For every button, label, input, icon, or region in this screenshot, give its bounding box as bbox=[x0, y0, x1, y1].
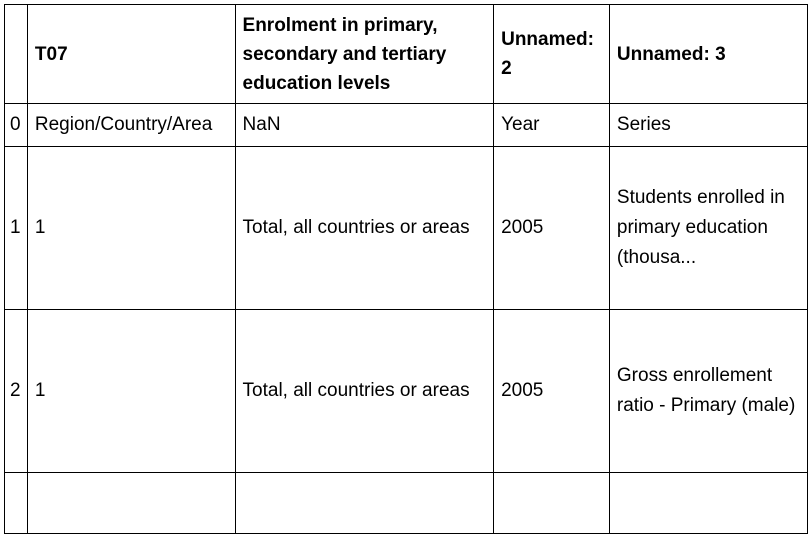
table-cell: 1 bbox=[26, 146, 236, 310]
table-cell: Total, all countries or areas bbox=[234, 146, 495, 310]
row-index: 0 bbox=[4, 103, 28, 147]
table-cell: NaN bbox=[234, 103, 495, 147]
dataframe-table: T07 Enrolment in primary, secondary and … bbox=[4, 4, 808, 534]
table-row: 2 1 Total, all countries or areas 2005 G… bbox=[4, 309, 808, 473]
table-cell: 2005 bbox=[493, 309, 610, 473]
column-header-t07: T07 bbox=[26, 4, 236, 104]
table-header: T07 Enrolment in primary, secondary and … bbox=[4, 4, 808, 104]
table-row: 0 Region/Country/Area NaN Year Series bbox=[4, 103, 808, 147]
table-cell bbox=[234, 472, 495, 534]
page: { "table": { "columns": [ "", "T07", "En… bbox=[4, 4, 808, 534]
table-cell bbox=[608, 472, 808, 534]
table-cell: Total, all countries or areas bbox=[234, 309, 495, 473]
table-cell: Year bbox=[493, 103, 610, 147]
column-header-enrolment: Enrolment in primary, secondary and tert… bbox=[234, 4, 495, 104]
table-cell: 1 bbox=[26, 309, 236, 473]
table-cell bbox=[493, 472, 610, 534]
table-cell: Gross enrollement ratio - Primary (male) bbox=[608, 309, 808, 473]
table-cell bbox=[26, 472, 236, 534]
table-row: 1 1 Total, all countries or areas 2005 S… bbox=[4, 146, 808, 310]
table-cell: Region/Country/Area bbox=[26, 103, 236, 147]
index-column-header bbox=[4, 4, 28, 104]
header-row: T07 Enrolment in primary, secondary and … bbox=[4, 4, 808, 104]
column-header-unnamed-3: Unnamed: 3 bbox=[608, 4, 808, 104]
table-body: 0 Region/Country/Area NaN Year Series 1 … bbox=[4, 103, 808, 534]
table-row-partial bbox=[4, 472, 808, 534]
row-index: 2 bbox=[4, 309, 28, 473]
table-cell: Students enrolled in primary education (… bbox=[608, 146, 808, 310]
row-index bbox=[4, 472, 28, 534]
table-cell: Series bbox=[608, 103, 808, 147]
column-header-unnamed-2: Unnamed: 2 bbox=[493, 4, 610, 104]
table-cell: 2005 bbox=[493, 146, 610, 310]
row-index: 1 bbox=[4, 146, 28, 310]
